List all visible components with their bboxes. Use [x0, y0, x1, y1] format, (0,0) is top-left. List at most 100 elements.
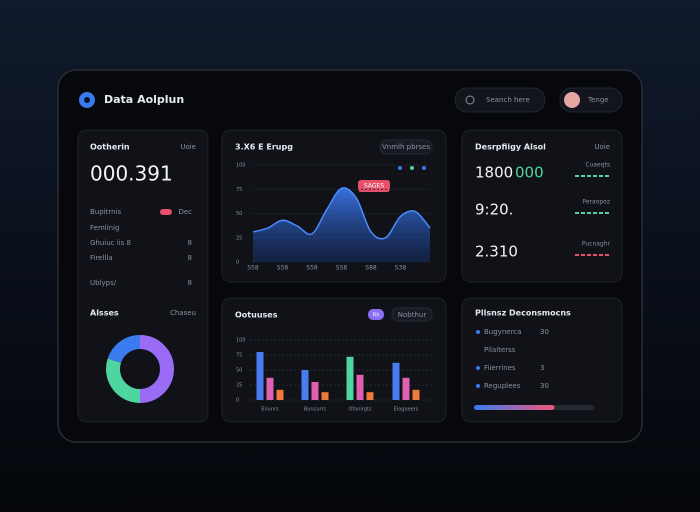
bar	[402, 377, 410, 400]
item-value: 30	[540, 328, 549, 336]
row-value: 8	[188, 239, 192, 247]
mini-bar	[599, 212, 603, 214]
x-tick-label: S58	[277, 265, 289, 272]
card-title: 3.X6 E Erupg	[235, 143, 293, 152]
summary-value: 000.391	[90, 162, 173, 186]
y-tick-label: 75	[236, 353, 242, 359]
card-title: Desrpfiigy Alsol	[475, 143, 546, 152]
card-title: Alsses	[90, 309, 119, 318]
donut-segment	[107, 335, 141, 364]
stat-note: Cuaeqts	[585, 162, 610, 169]
donut-segment	[139, 335, 174, 403]
card-title: Ootuuses	[235, 311, 278, 320]
range-button-label: Vnmlh pbrses	[382, 143, 430, 151]
item-value: 30	[540, 382, 549, 390]
mini-bar	[605, 175, 609, 177]
y-tick-label: 100	[236, 163, 246, 169]
row-label: Ublyps/	[90, 279, 117, 287]
mini-bar	[599, 175, 603, 177]
avatar	[564, 92, 580, 108]
mini-bar	[593, 212, 597, 214]
mini-bar	[581, 212, 585, 214]
row-value: 8	[188, 279, 192, 287]
legend-dot	[422, 166, 426, 170]
bullet	[476, 330, 480, 334]
mini-bar	[581, 175, 585, 177]
mini-bar	[605, 254, 609, 256]
y-tick-label: 0	[236, 260, 239, 266]
mini-bar	[587, 254, 591, 256]
stat-value: 9:20.	[475, 201, 513, 219]
legend-dot	[410, 166, 414, 170]
range-button[interactable]	[379, 139, 433, 155]
item-label: Fiierrines	[484, 364, 516, 372]
x-tick-label: S88	[365, 265, 377, 272]
row-label: Ghuiuc iis 8	[90, 239, 131, 247]
area-fill	[253, 187, 430, 262]
bullet	[476, 384, 480, 388]
y-tick-label: 25	[236, 235, 242, 241]
mini-bar	[575, 254, 579, 256]
x-tick-label: Ofanirgts	[348, 407, 371, 413]
x-tick-label: S38	[395, 265, 407, 272]
stat-note: Peraopoz	[582, 199, 610, 206]
mini-bar	[575, 175, 579, 177]
stat-value: 1800	[475, 164, 513, 182]
y-tick-label: 75	[236, 187, 242, 193]
bar	[276, 389, 284, 400]
bullet	[476, 366, 480, 370]
mini-bar	[593, 175, 597, 177]
row-label: Firellla	[90, 254, 113, 262]
y-tick-label: 0	[236, 398, 239, 404]
bar	[256, 352, 264, 400]
range-button[interactable]	[391, 307, 433, 322]
bar	[392, 362, 400, 400]
y-tick-label: 50	[236, 211, 242, 217]
bar	[266, 377, 274, 400]
y-tick-label: 50	[236, 368, 242, 374]
x-tick-label: Buncurrs	[304, 407, 327, 413]
search-box[interactable]	[454, 87, 546, 113]
row-value: Dec	[178, 208, 192, 216]
item-value: 3	[540, 364, 544, 372]
badge-label: SAGES	[364, 183, 384, 190]
area-line	[252, 187, 431, 240]
item-label: Bugynerca	[484, 328, 521, 336]
filter-tag[interactable]	[368, 309, 384, 320]
card-link[interactable]: Uoie	[180, 143, 196, 151]
mini-bar	[599, 254, 603, 256]
mini-bar	[575, 212, 579, 214]
mini-bar	[593, 254, 597, 256]
bar	[321, 392, 329, 400]
y-tick-label: 25	[236, 383, 242, 389]
bar	[346, 356, 354, 400]
summary-card	[77, 129, 209, 423]
row-label: Femlinig	[90, 224, 119, 232]
stat-delta: 000	[515, 164, 544, 182]
x-tick-label: S58	[306, 265, 318, 272]
range-button-label: Nobthur	[398, 311, 427, 319]
bar	[356, 374, 364, 400]
logo-dot	[84, 97, 90, 103]
row-value: 8	[188, 254, 192, 262]
card-title: Pllsnsz Deconsmocns	[475, 309, 571, 318]
filter-tag-label: Fih	[372, 313, 379, 319]
mini-bar	[587, 175, 591, 177]
item-label: Reguplees	[484, 382, 521, 390]
stats-card	[461, 129, 623, 283]
search-placeholder: Seanch here	[486, 96, 530, 104]
bar	[301, 370, 309, 400]
progress-fill	[474, 405, 555, 410]
x-tick-label: Elogoeers	[394, 407, 419, 413]
mini-bar	[605, 212, 609, 214]
donut-segment	[106, 358, 141, 403]
legend-dot	[398, 166, 402, 170]
card-link[interactable]: Chaseu	[170, 309, 196, 317]
row-label: Bupitrnis	[90, 208, 122, 216]
card-link[interactable]: Uoie	[594, 143, 610, 151]
x-tick-label: Enunrs	[261, 407, 279, 413]
stat-note: Pucnaghr	[582, 241, 611, 248]
user-name: Tenge	[587, 96, 609, 104]
bar	[412, 389, 420, 400]
progress-card	[461, 297, 623, 423]
